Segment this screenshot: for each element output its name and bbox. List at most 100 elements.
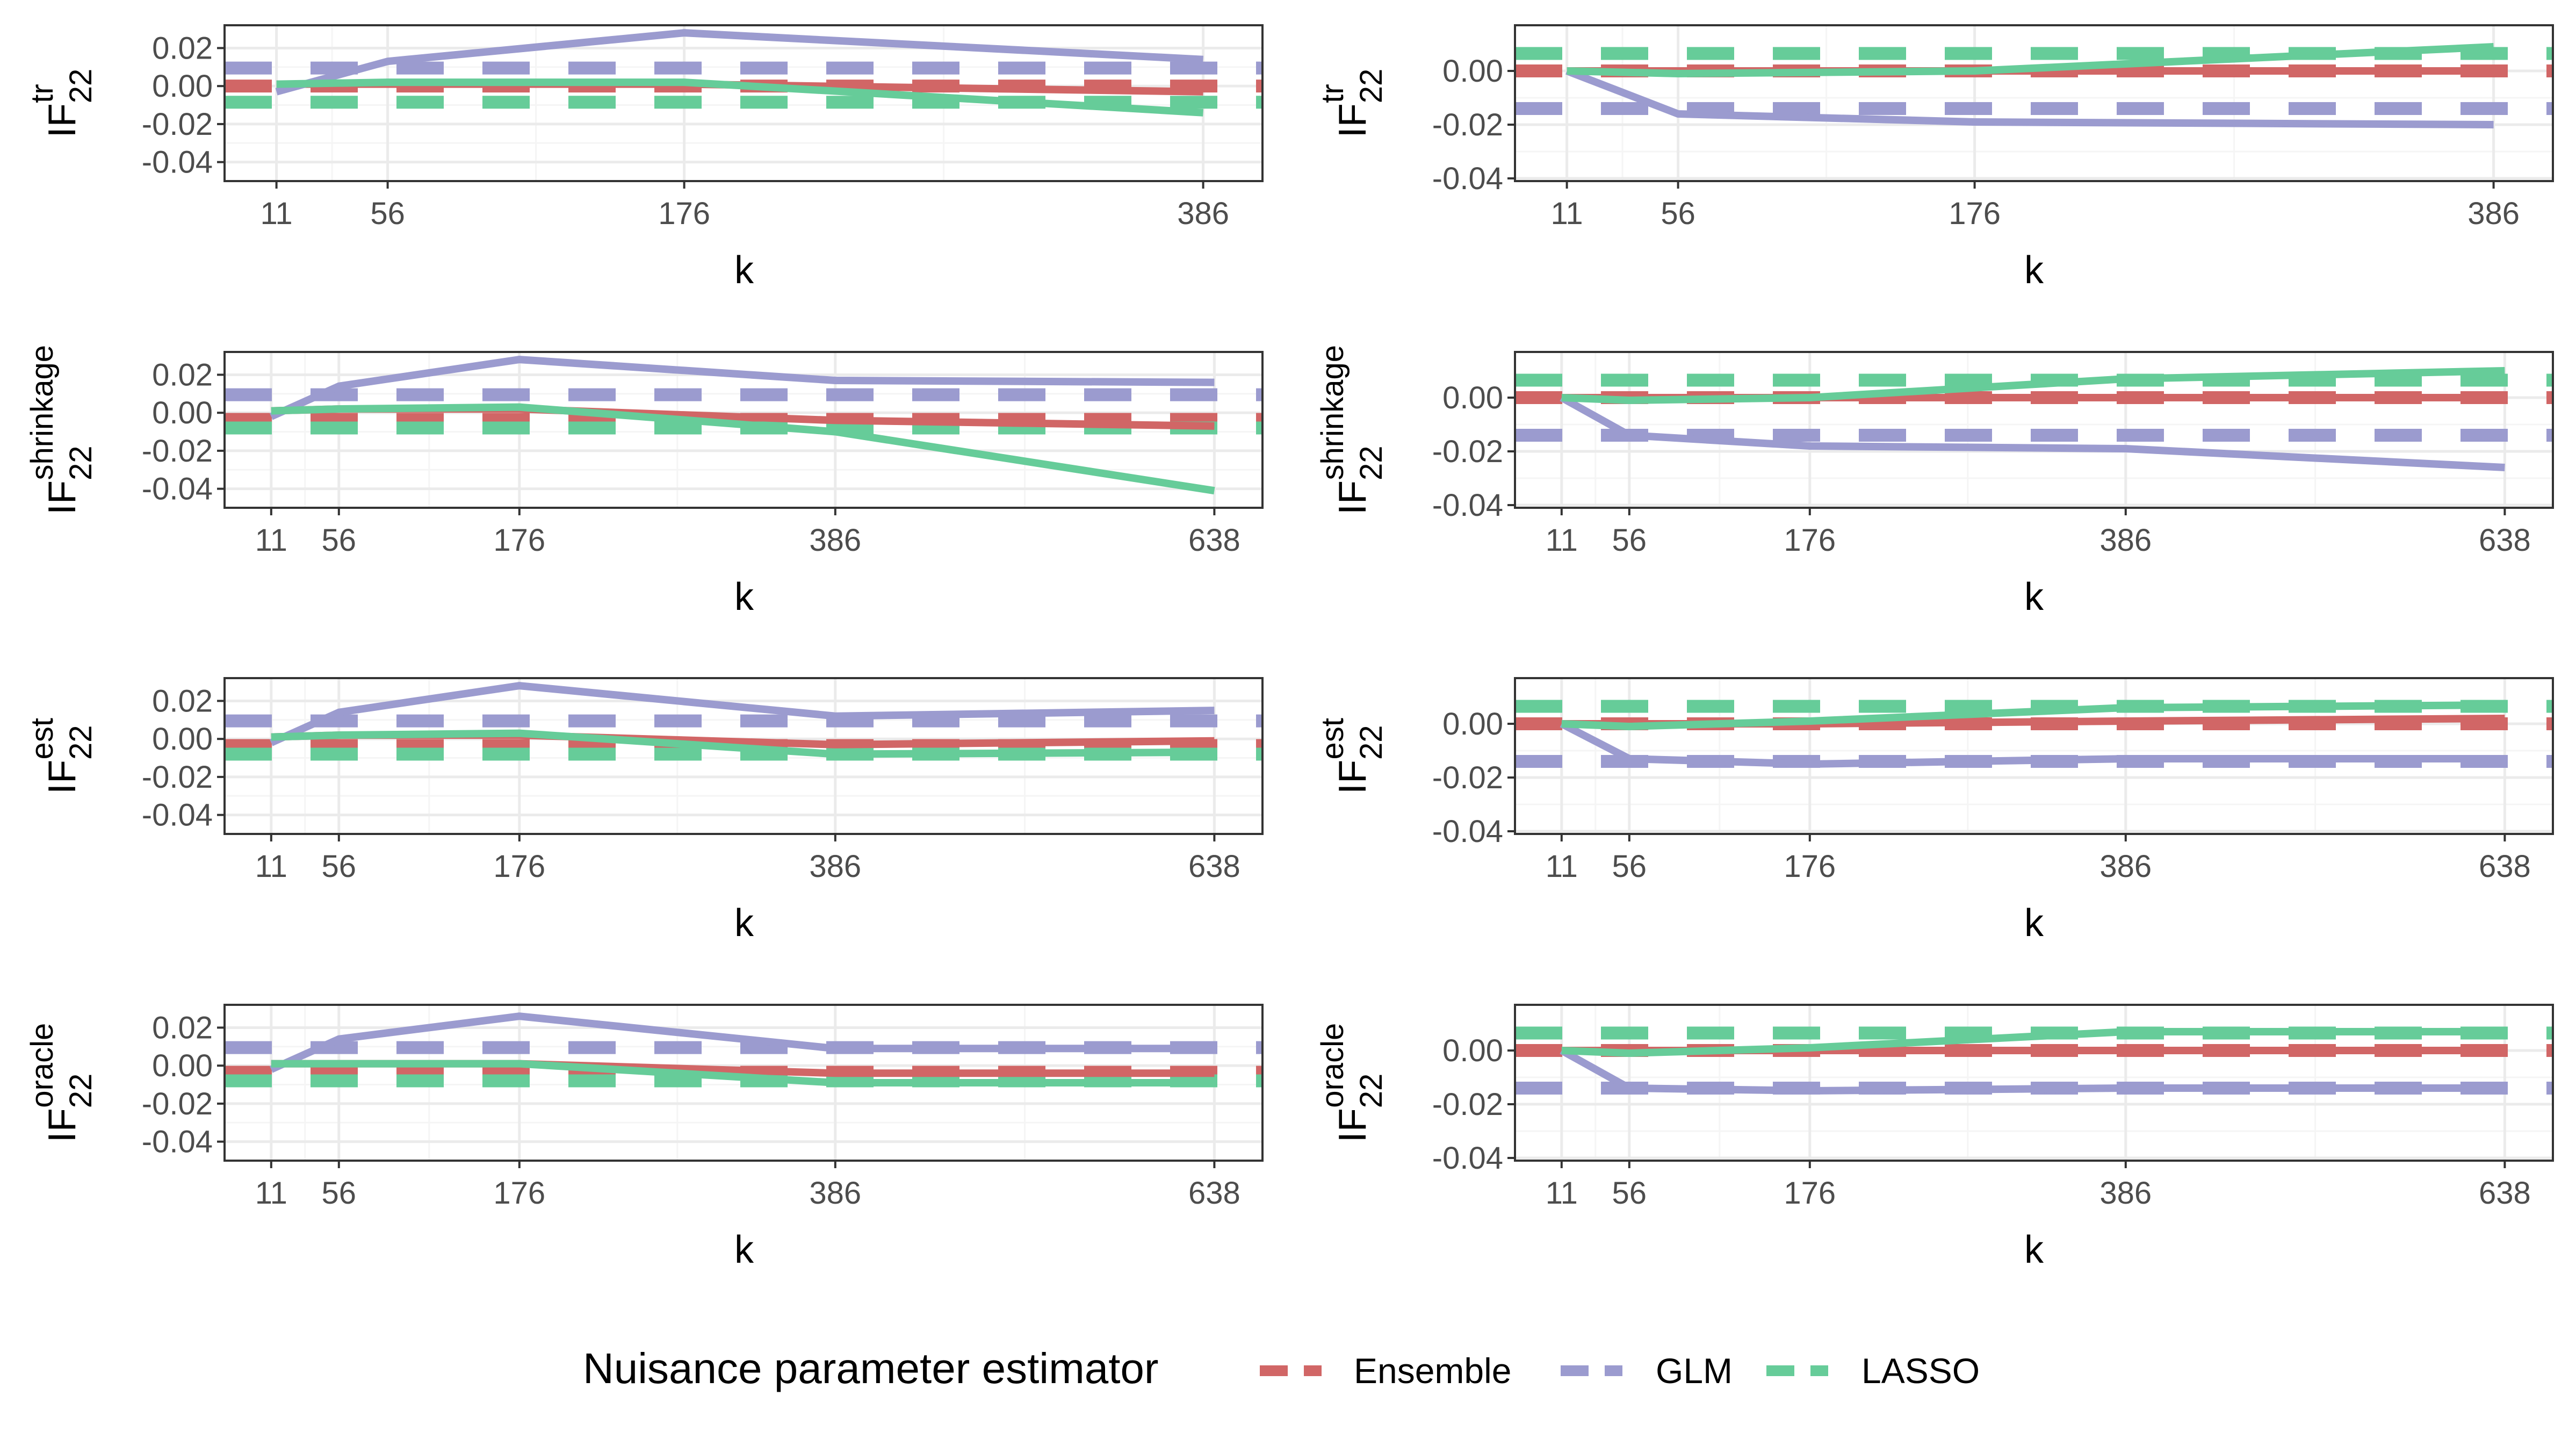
series-line-glm: [269, 1012, 1215, 1073]
y-axis-title-superscript: est: [1315, 718, 1350, 759]
panel-border: [223, 677, 1264, 835]
y-tick-label: 0.00: [1442, 707, 1503, 742]
panel-border: [223, 24, 1264, 182]
x-axis-title: k: [2024, 249, 2044, 292]
y-axis-title-subscript: 22: [63, 445, 98, 480]
y-tick-label: -0.04: [1432, 161, 1503, 196]
x-tick-label: 386: [809, 1176, 861, 1211]
series-line-lasso: [271, 1060, 1215, 1086]
series-line-glm: [1560, 1047, 2505, 1095]
y-axis-title-superscript: tr: [1315, 84, 1350, 103]
panel-border: [223, 1004, 1264, 1162]
y-axis-title-base: IF: [41, 760, 84, 794]
x-axis-title: k: [2024, 902, 2044, 945]
y-tick-label: -0.02: [1432, 760, 1503, 795]
y-tick-label: -0.02: [142, 760, 213, 795]
x-tick-label: 638: [2479, 1176, 2531, 1211]
panel-border: [223, 351, 1264, 509]
y-axis-title-base: IF: [41, 103, 84, 138]
x-tick-label: 386: [809, 523, 861, 558]
y-axis-title-base: IF: [1331, 760, 1374, 794]
x-tick-label: 56: [322, 1176, 357, 1211]
x-tick-label: 176: [493, 1176, 545, 1211]
x-tick-label: 11: [255, 523, 287, 558]
y-axis-title-superscript: oracle: [25, 1023, 60, 1108]
y-tick-label: 0.02: [152, 31, 213, 66]
x-tick-label: 386: [2099, 849, 2152, 884]
y-tick-label: 0.00: [152, 69, 213, 104]
x-tick-label: 56: [1661, 196, 1695, 231]
chart-panel-5: 0.02 0.00-0.02-0.04 11 56 176 386 638 k IF22est: [25, 677, 1264, 945]
panel-border: [1514, 351, 2554, 509]
series-line-lasso: [1561, 701, 2505, 730]
y-tick-label: 0.00: [1442, 54, 1503, 89]
x-tick-label: 638: [1188, 849, 1240, 884]
y-axis-title-superscript: tr: [25, 84, 60, 103]
y-axis-title: IF22tr: [1315, 69, 1389, 138]
y-tick-label: -0.02: [142, 434, 213, 469]
y-axis-title-subscript: 22: [63, 1074, 98, 1109]
y-tick-label: -0.04: [142, 798, 213, 833]
legend-label-glm: GLM: [1656, 1351, 1733, 1391]
y-tick-label: -0.02: [1432, 434, 1503, 469]
y-tick-label: -0.04: [142, 1125, 213, 1160]
y-tick-label: -0.04: [142, 472, 213, 507]
x-tick-label: 56: [322, 523, 357, 558]
y-tick-label: -0.02: [142, 1086, 213, 1121]
legend-title: Nuisance parameter estimator: [583, 1344, 1159, 1392]
panel-border: [1514, 1004, 2554, 1162]
y-axis-title-superscript: est: [25, 718, 60, 759]
y-axis-title-subscript: 22: [1354, 725, 1389, 760]
x-tick-label: 56: [1612, 523, 1647, 558]
x-axis-title: k: [2024, 575, 2044, 618]
x-tick-label: 11: [1546, 849, 1578, 884]
x-tick-label: 638: [2479, 849, 2531, 884]
x-axis-title: k: [734, 902, 754, 945]
y-tick-label: -0.02: [1432, 107, 1503, 142]
y-axis-title-superscript: shrinkage: [1315, 345, 1350, 480]
chart-panel-4: 0.00 -0.02 -0.04 11 56 176 386 638 k IF22shrinkag…: [1315, 345, 2554, 618]
x-tick-label: 386: [2467, 196, 2520, 231]
y-axis-title-base: IF: [41, 1108, 84, 1142]
x-axis-title: k: [734, 1228, 754, 1271]
series-line-glm: [1560, 394, 2505, 471]
x-tick-label: 11: [1546, 523, 1578, 558]
y-tick-label: -0.02: [142, 107, 213, 142]
y-tick-label: -0.04: [1432, 488, 1503, 523]
y-axis-title: IF22oracle: [1315, 1023, 1389, 1142]
x-tick-label: 176: [493, 849, 545, 884]
y-axis-title-base: IF: [1331, 103, 1374, 138]
series-line-lasso: [1561, 1028, 2505, 1057]
y-axis-title: IF22est: [25, 718, 98, 794]
series-line-glm: [269, 356, 1215, 420]
x-tick-label: 56: [1612, 849, 1647, 884]
series-line-lasso: [271, 729, 1215, 758]
y-tick-label: 0.00: [152, 395, 213, 430]
series-line-lasso: [271, 403, 1215, 495]
x-tick-label: 638: [2479, 523, 2531, 558]
x-tick-label: 386: [2099, 523, 2152, 558]
x-axis-title: k: [2024, 1228, 2044, 1271]
panel-border: [1514, 24, 2554, 182]
chart-panel-6: 0.00 -0.02 -0.04 11 56 176 386 638 k IF22est: [1315, 677, 2554, 945]
x-tick-label: 638: [1188, 1176, 1240, 1211]
x-tick-label: 176: [1784, 523, 1836, 558]
chart-panel-3: 0.020.00 -0.02-0.04 11 56 176 386 638 k IF22shri…: [25, 345, 1264, 618]
y-axis-title-subscript: 22: [1354, 69, 1389, 104]
x-tick-label: 56: [370, 196, 405, 231]
series-line-lasso: [1561, 367, 2505, 404]
x-tick-label: 11: [255, 1176, 287, 1211]
x-tick-label: 386: [2099, 1176, 2152, 1211]
y-axis-title-base: IF: [1331, 1108, 1374, 1142]
y-axis-title: IF22oracle: [25, 1023, 98, 1142]
chart-panel-7: 0.020.00-0.02 -0.04 11 56 176 386 638 k IF22orac…: [25, 1004, 1264, 1271]
y-tick-label: 0.02: [152, 1010, 213, 1045]
y-tick-label: 0.00: [152, 722, 213, 757]
series-line-glm: [1565, 67, 2494, 128]
y-axis-title-subscript: 22: [63, 69, 98, 104]
chart-panel-8: 0.00 -0.02 -0.04 11 56 176 386 638 k IF22oracle: [1315, 1004, 2554, 1271]
x-tick-label: 11: [255, 849, 287, 884]
x-tick-label: 56: [1612, 1176, 1647, 1211]
series-line-glm: [269, 682, 1215, 746]
